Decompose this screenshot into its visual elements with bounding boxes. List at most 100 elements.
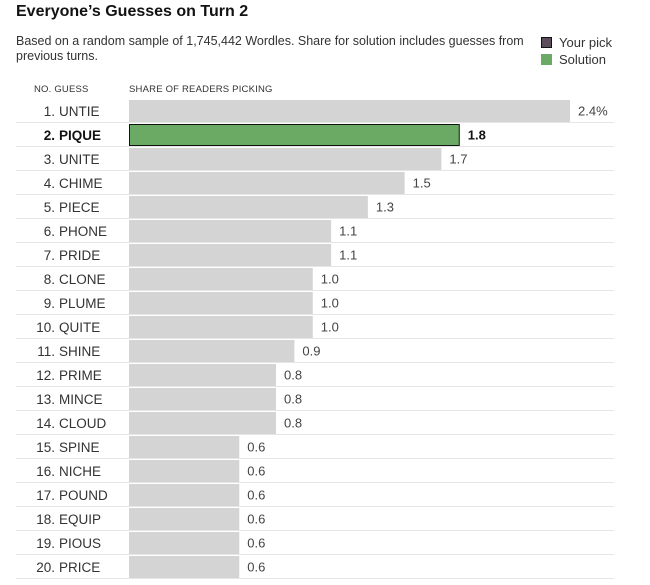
bar-row-shine: 11. SHINE 0.9 [16,340,614,363]
legend-item-solution: Solution [541,51,612,68]
bar-prime [129,364,276,386]
guess-label-plume: PLUME [59,296,106,311]
rank-label: 14. [36,416,55,431]
legend-item-your-pick: Your pick [541,34,612,51]
legend-swatch-your-pick [541,37,552,48]
bar-row-mince: 13. MINCE 0.8 [16,388,614,411]
rank-label: 13. [36,392,55,407]
rank-label: 15. [36,440,55,455]
value-label-piece: 1.3 [376,200,394,215]
value-label-shine: 0.9 [302,344,320,359]
value-label-pride: 1.1 [339,248,357,263]
bar-pique [129,124,460,146]
bar-untie [129,100,570,122]
bar-shine [129,340,295,362]
rank-label: 8. [44,272,55,287]
legend: Your pick Solution [541,34,612,68]
value-label-untie: 2.4% [578,104,608,119]
guess-label-cloud: CLOUD [59,416,107,431]
bar-row-niche: 16. NICHE 0.6 [16,460,614,483]
guess-label-clone: CLONE [59,272,106,287]
value-label-chime: 1.5 [413,176,431,191]
guess-label-pious: PIOUS [59,536,101,551]
bar-pious [129,532,240,554]
value-label-equip: 0.6 [247,512,265,527]
column-header-share: SHARE OF READERS PICKING [129,84,273,95]
guess-label-niche: NICHE [59,464,101,479]
bar-row-unite: 3. UNITE 1.7 [16,148,614,171]
value-label-mince: 0.8 [284,392,302,407]
rank-label: 10. [36,320,55,335]
rank-label: 2. [44,128,55,143]
column-header-no-guess: NO. GUESS [34,84,89,95]
guess-label-equip: EQUIP [59,512,101,527]
chart-title: Everyone’s Guesses on Turn 2 [16,3,249,20]
value-label-quite: 1.0 [321,320,339,335]
bar-row-quite: 10. QUITE 1.0 [16,316,614,339]
bar-row-spine: 15. SPINE 0.6 [16,436,614,459]
bar-row-pride: 7. PRIDE 1.1 [16,244,614,267]
value-label-phone: 1.1 [339,224,357,239]
guess-label-untie: UNTIE [59,104,100,119]
bar-pride [129,244,332,266]
guess-label-pound: POUND [59,488,108,503]
bar-row-phone: 6. PHONE 1.1 [16,220,614,243]
bar-row-piece: 5. PIECE 1.3 [16,196,614,219]
rank-label: 9. [44,296,55,311]
bar-price [129,556,240,578]
bar-row-price: 20. PRICE 0.6 [16,556,614,579]
legend-label-solution: Solution [559,52,606,67]
value-label-pound: 0.6 [247,488,265,503]
bar-equip [129,508,240,530]
bar-chime [129,172,405,194]
guess-label-quite: QUITE [59,320,100,335]
rank-label: 20. [36,560,55,575]
rank-label: 12. [36,368,55,383]
bar-row-pique: 2. PIQUE 1.8 [16,124,614,147]
bar-pound [129,484,240,506]
value-label-pique: 1.8 [468,128,486,143]
bar-phone [129,220,332,242]
rank-label: 7. [44,248,55,263]
rank-label: 4. [44,176,55,191]
bar-row-chime: 4. CHIME 1.5 [16,172,614,195]
chart-subtitle: Based on a random sample of 1,745,442 Wo… [16,34,524,63]
guess-label-price: PRICE [59,560,100,575]
value-label-spine: 0.6 [247,440,265,455]
guess-label-shine: SHINE [59,344,100,359]
guess-label-spine: SPINE [59,440,100,455]
guess-label-prime: PRIME [59,368,102,383]
guess-label-pique: PIQUE [59,128,101,143]
bar-row-prime: 12. PRIME 0.8 [16,364,614,387]
value-label-niche: 0.6 [247,464,265,479]
bar-row-plume: 9. PLUME 1.0 [16,292,614,315]
legend-swatch-solution [541,54,552,65]
bar-niche [129,460,240,482]
rank-label: 16. [36,464,55,479]
value-label-pious: 0.6 [247,536,265,551]
bar-unite [129,148,442,170]
bar-row-untie: 1. UNTIE 2.4% [16,100,614,123]
value-label-plume: 1.0 [321,296,339,311]
guess-label-pride: PRIDE [59,248,100,263]
rank-label: 5. [44,200,55,215]
guess-label-chime: CHIME [59,176,103,191]
bar-spine [129,436,240,458]
rank-label: 11. [37,344,55,359]
bar-piece [129,196,368,218]
rank-label: 19. [36,536,55,551]
rank-label: 18. [36,512,55,527]
bar-quite [129,316,313,338]
value-label-clone: 1.0 [321,272,339,287]
bar-row-clone: 8. CLONE 1.0 [16,268,614,291]
guess-label-mince: MINCE [59,392,103,407]
bar-plume [129,292,313,314]
value-label-unite: 1.7 [449,152,467,167]
bar-cloud [129,412,276,434]
value-label-prime: 0.8 [284,368,302,383]
bar-mince [129,388,276,410]
bar-row-pious: 19. PIOUS 0.6 [16,532,614,555]
guess-label-unite: UNITE [59,152,100,167]
rank-label: 17. [36,488,55,503]
